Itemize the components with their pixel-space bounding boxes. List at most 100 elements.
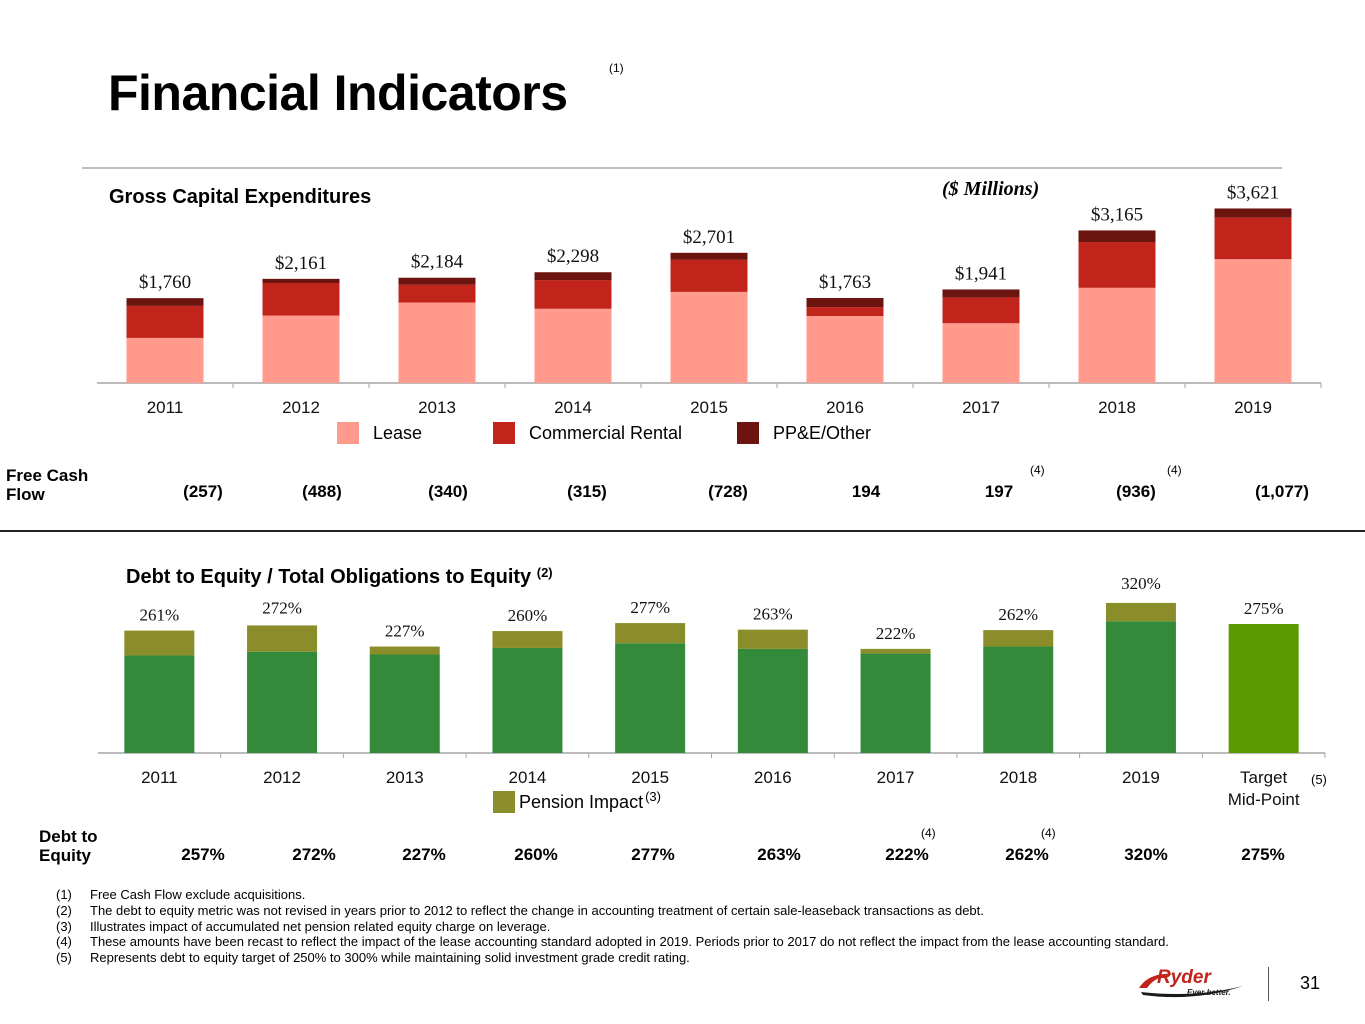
legend-lease-swatch [337, 422, 359, 444]
ryder-logo-tagline: Ever better. [1187, 988, 1231, 997]
debt-to-equity-footnote-marker-2017: (4) [921, 826, 936, 840]
leverage-bar-pension-impact-2011 [124, 630, 195, 656]
footnote-number: (3) [56, 918, 72, 934]
capex-bar-pp-e-other-2011 [126, 298, 204, 306]
legend-commercial-rental-label: Commercial Rental [529, 422, 683, 443]
free-cash-flow-value-2014: (315) [567, 482, 607, 501]
footnote-5: (5) Represents debt to equity target of 2… [56, 950, 1236, 966]
leverage-bar-pension-impact-2015 [615, 623, 686, 644]
footnote-text: Represents debt to equity target of 250%… [90, 950, 690, 966]
capex-legend: Lease Commercial Rental PP&E/Other [337, 422, 871, 444]
footnotes: (1) Free Cash Flow exclude acquisitions.(… [56, 887, 1236, 966]
capex-chart: $1,760 2011 $2,161 2012 $2,184 2013 $2,298 2014… [97, 182, 1322, 417]
capex-total-label-2016: $1,763 [819, 272, 871, 293]
footnote-number: (4) [56, 934, 72, 950]
legend-ppe-other-label: PP&E/Other [773, 422, 872, 443]
debt-to-equity-value-2012: 272% [292, 845, 336, 864]
leverage-bar-pension-impact-2017 [860, 648, 931, 654]
leverage-total-label-2017: 222% [876, 624, 916, 643]
leverage-bar-total-obligations-to-equity-2019 [1105, 621, 1176, 753]
free-cash-flow-label: Free Cash Flow [6, 466, 89, 504]
leverage-total-label-2011: 261% [140, 606, 180, 625]
capex-bar-pp-e-other-2017 [942, 289, 1020, 298]
leverage-bar-pension-impact-2019 [1105, 602, 1176, 622]
capex-bar-lease-2013 [398, 302, 476, 383]
capex-x-tick-2012: 2012 [282, 398, 320, 417]
slide-title-text: Financial Indicators [108, 65, 568, 121]
legend-ppe-other-swatch [737, 422, 759, 444]
leverage-x-tick-2019: 2019 [1122, 768, 1160, 787]
capex-total-label-2017: $1,941 [955, 263, 1007, 284]
footnote-number: (1) [56, 887, 72, 902]
slide-title: Financial Indicators [108, 68, 568, 118]
footnote-2: (2) The debt to equity metric was not rev… [56, 903, 1236, 919]
capex-bar-lease-2015 [670, 291, 748, 383]
capex-bar-commercial-rental-2014 [534, 280, 612, 309]
footnote-number: (5) [56, 950, 72, 966]
debt-to-equity-value-2018: 262% [1005, 845, 1049, 864]
capex-x-tick-2015: 2015 [690, 398, 728, 417]
page-number: 31 [1300, 973, 1321, 993]
capex-bar-lease-2011 [126, 337, 204, 383]
leverage-bar-pension-impact-2014 [492, 631, 563, 648]
legend-ppe-other: PP&E/Other [737, 422, 871, 444]
legend-commercial-rental: Commercial Rental [493, 422, 737, 444]
leverage-bar-pension-impact-2013 [369, 646, 440, 655]
leverage-chart-title-text: Debt to Equity / Total Obligations to Eq… [126, 566, 532, 588]
leverage-bar-total-obligations-to-equity-2011 [124, 655, 195, 753]
leverage-chart: 261% 2011 272% 2012 227% 2013 260% 2014 277% 2015… [98, 574, 1326, 809]
free-cash-flow-value-2011: (257) [183, 482, 223, 501]
leverage-legend: Pension Impact (3) [493, 788, 661, 813]
leverage-bar-pension-impact-2016 [737, 629, 808, 649]
legend-pension-swatch [493, 791, 515, 813]
capex-bar-pp-e-other-2019 [1214, 208, 1292, 218]
leverage-title-footnote-marker: (2) [536, 565, 553, 580]
debt-to-equity-value-2014: 260% [514, 845, 558, 864]
capex-total-label-2019: $3,621 [1227, 182, 1279, 203]
logo-divider [1268, 967, 1269, 1001]
capex-bar-commercial-rental-2016 [806, 307, 884, 317]
leverage-bar-total-obligations-to-equity-target-mid-point [1228, 624, 1299, 753]
leverage-bar-pension-impact-2018 [983, 630, 1054, 647]
capex-total-label-2013: $2,184 [411, 252, 464, 273]
leverage-total-label-2019: 320% [1121, 574, 1161, 593]
leverage-bar-total-obligations-to-equity-2017 [860, 653, 931, 753]
leverage-x-tick-2012: 2012 [263, 768, 301, 787]
capex-bar-commercial-rental-2015 [670, 259, 748, 292]
leverage-total-label-2014: 260% [508, 606, 548, 625]
debt-to-equity-value-2017: 222% [885, 845, 929, 864]
footnote-text: Free Cash Flow exclude acquisitions. [90, 887, 306, 902]
capex-bar-lease-2019 [1214, 259, 1292, 383]
footnote-text: These amounts have been recast to reflec… [90, 934, 1169, 950]
free-cash-flow-value-2018: (936) [1116, 482, 1156, 501]
capex-bar-pp-e-other-2014 [534, 272, 612, 281]
leverage-bar-total-obligations-to-equity-2016 [737, 648, 808, 753]
capex-x-tick-2014: 2014 [554, 398, 592, 417]
free-cash-flow-value-2019: (1,077) [1255, 482, 1309, 501]
capex-bar-lease-2014 [534, 308, 612, 383]
capex-total-label-2012: $2,161 [275, 253, 327, 274]
legend-pension-label: Pension Impact [519, 791, 644, 812]
capex-bar-pp-e-other-2018 [1078, 230, 1156, 243]
footnote-3: (3) Illustrates impact of accumulated net… [56, 919, 1236, 935]
free-cash-flow-value-2012: (488) [302, 482, 342, 501]
leverage-total-label-target-mid-point: 275% [1244, 599, 1284, 618]
leverage-x-tick-target-mid-point-line1: Target [1240, 768, 1288, 787]
debt-to-equity-value-2013: 227% [402, 845, 446, 864]
debt-to-equity-value-target-mid-point: 275% [1241, 845, 1285, 864]
header-divider [82, 167, 1282, 169]
debt-to-equity-label: Debt to Equity [39, 827, 98, 865]
legend-pension-footnote-marker: (3) [645, 788, 661, 804]
footnote-text: The debt to equity metric was not revise… [90, 902, 984, 918]
leverage-chart-title: Debt to Equity / Total Obligations to Eq… [126, 565, 553, 589]
capex-bar-lease-2016 [806, 316, 884, 383]
capex-x-tick-2018: 2018 [1098, 398, 1136, 417]
leverage-total-label-2015: 277% [630, 598, 670, 617]
leverage-x-tick-2018: 2018 [999, 768, 1037, 787]
leverage-x-tick-2014: 2014 [509, 768, 547, 787]
capex-bar-pp-e-other-2012 [262, 278, 340, 283]
leverage-x-tick-2015: 2015 [631, 768, 669, 787]
leverage-bar-total-obligations-to-equity-2015 [615, 643, 686, 753]
leverage-total-label-2018: 262% [998, 605, 1038, 624]
free-cash-flow-footnote-marker-2017: (4) [1030, 463, 1045, 477]
